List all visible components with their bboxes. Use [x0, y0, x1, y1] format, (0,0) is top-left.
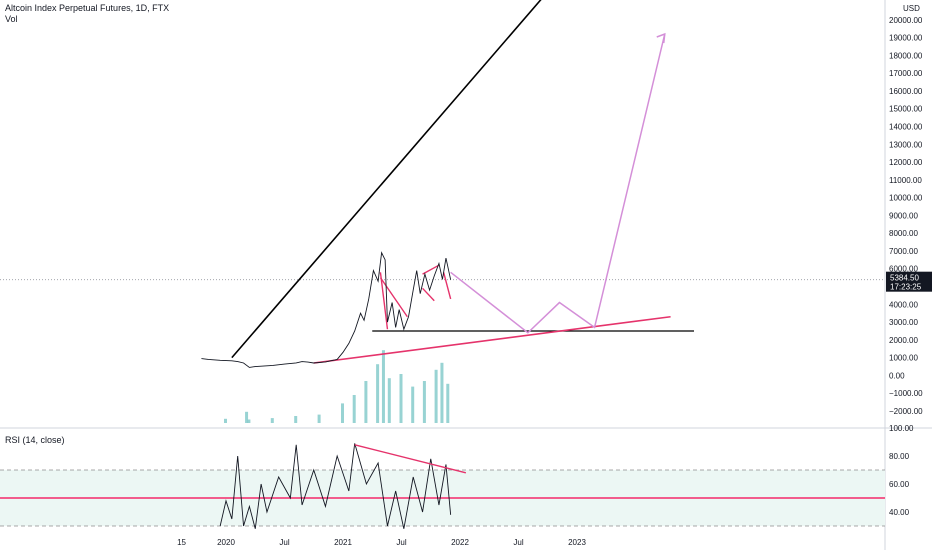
rsi-series-line — [219, 443, 452, 529]
volume-bar — [381, 350, 385, 423]
volume-bar — [352, 395, 356, 423]
volume-bar — [270, 418, 274, 423]
time-tick-label: Jul — [513, 538, 523, 547]
time-tick-label: 2021 — [334, 538, 352, 547]
time-tick-label: 2022 — [451, 538, 469, 547]
price-tick-label: 0.00 — [889, 371, 905, 380]
support-trendline — [313, 315, 671, 364]
price-tick-label: 9000.00 — [889, 211, 918, 220]
volume-bar — [364, 381, 368, 423]
price-tick-label: 17000.00 — [889, 69, 923, 78]
rsi-tick-label: 100.00 — [889, 424, 914, 433]
volume-bar — [434, 369, 438, 423]
price-tick-label: 3000.00 — [889, 318, 918, 327]
price-tick-label: 6000.00 — [889, 265, 918, 274]
price-tick-label: 15000.00 — [889, 105, 923, 114]
price-tick-label: 8000.00 — [889, 229, 918, 238]
volume-bar — [294, 416, 298, 423]
resistance-trendline — [231, 0, 542, 359]
price-tick-label: −1000.00 — [889, 389, 923, 398]
price-tick-label: 4000.00 — [889, 300, 918, 309]
volume-bar — [440, 362, 444, 423]
rsi-divergence-line — [354, 444, 467, 474]
price-tick-label: 10000.00 — [889, 194, 923, 203]
flag-line — [422, 264, 440, 275]
volume-bar — [422, 381, 426, 423]
volume-bar — [399, 374, 403, 423]
flag-line — [442, 272, 452, 300]
price-tick-label: 19000.00 — [889, 34, 923, 43]
time-tick-label: 15 — [177, 538, 186, 547]
last-price-countdown: 17:23:25 — [890, 283, 922, 292]
volume-bar — [411, 386, 415, 423]
time-tick-label: 2020 — [217, 538, 235, 547]
price-unit-label: USD — [903, 4, 920, 13]
price-tick-label: 7000.00 — [889, 247, 918, 256]
price-tick-label: 2000.00 — [889, 336, 918, 345]
volume-bar — [387, 378, 391, 423]
flag-line — [379, 277, 408, 318]
price-tick-label: 14000.00 — [889, 122, 923, 131]
volume-bar — [247, 419, 251, 423]
price-tick-label: 12000.00 — [889, 158, 923, 167]
volume-bar — [224, 418, 227, 423]
price-tick-label: −2000.00 — [889, 407, 923, 416]
volume-bar — [376, 364, 380, 423]
price-tick-label: 16000.00 — [889, 87, 923, 96]
chart-title: Altcoin Index Perpetual Futures, 1D, FTX — [5, 3, 170, 13]
price-series-line — [201, 251, 452, 368]
rsi-tick-label: 80.00 — [889, 452, 910, 461]
rsi-tick-label: 60.00 — [889, 480, 910, 489]
volume-bar — [245, 411, 249, 423]
price-tick-label: 1000.00 — [889, 354, 918, 363]
price-tick-label: 20000.00 — [889, 16, 923, 25]
last-price-tag — [886, 271, 932, 292]
flag-line — [422, 287, 435, 302]
time-tick-label: Jul — [279, 538, 289, 547]
projection-path — [450, 33, 666, 334]
volume-bar — [317, 414, 321, 423]
projection-arrowhead — [656, 32, 666, 44]
volume-bar — [446, 383, 450, 423]
rsi-tick-label: 40.00 — [889, 508, 910, 517]
price-tick-label: 11000.00 — [889, 176, 922, 185]
time-tick-label: 2023 — [568, 538, 586, 547]
volume-bar — [341, 403, 344, 423]
rsi-label: RSI (14, close) — [5, 435, 65, 445]
last-price-value: 5384.50 — [890, 274, 919, 283]
price-tick-label: 13000.00 — [889, 140, 923, 149]
volume-label: Vol — [5, 14, 18, 24]
time-tick-label: Jul — [396, 538, 406, 547]
price-tick-label: 18000.00 — [889, 51, 923, 60]
flag-line — [379, 272, 389, 330]
